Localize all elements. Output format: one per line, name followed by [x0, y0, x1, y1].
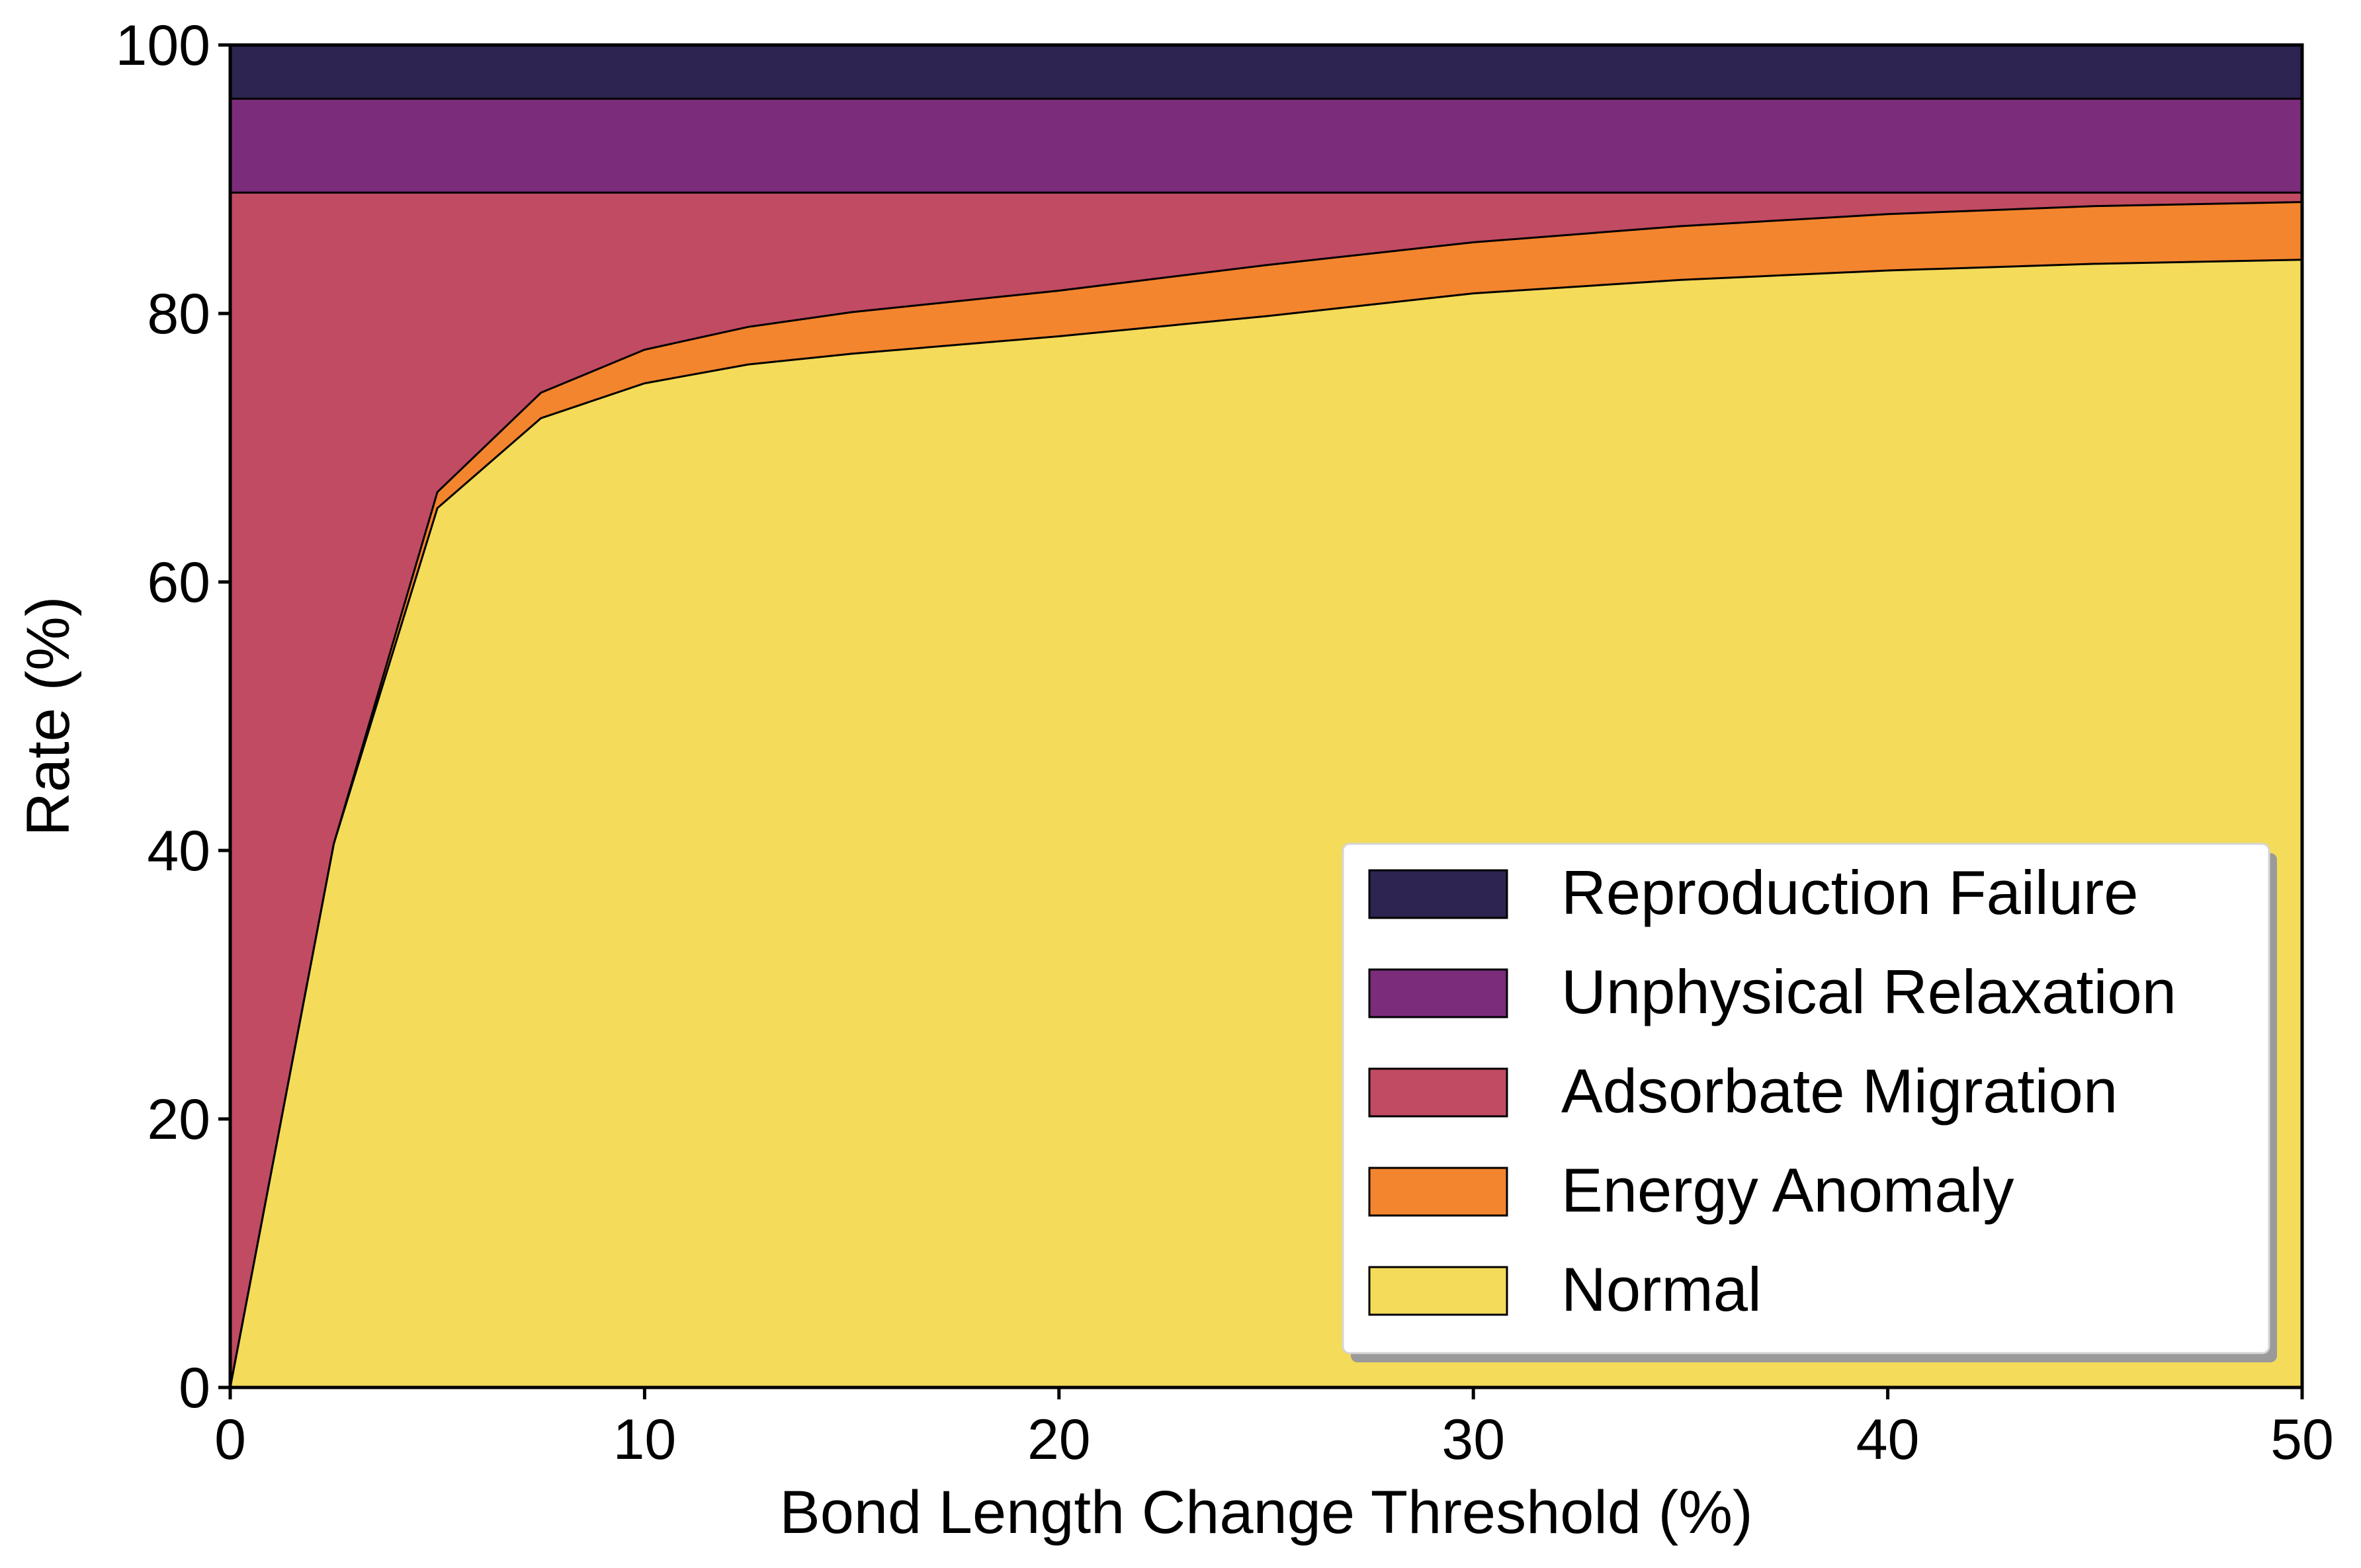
legend: Reproduction Failure Unphysical Relaxatio…: [1343, 844, 2277, 1362]
x-tick-label-50: 50: [2270, 1408, 2334, 1471]
area-reproduction-failure: [230, 45, 2302, 99]
legend-swatch-normal: [1369, 1267, 1507, 1315]
legend-label-energy-anomaly: Energy Anomaly: [1561, 1155, 2014, 1225]
legend-label-normal: Normal: [1561, 1255, 1762, 1324]
x-tick-label-0: 0: [214, 1408, 246, 1471]
y-tick-label-0: 0: [179, 1356, 210, 1420]
x-tick-label-20: 20: [1027, 1408, 1091, 1471]
legend-swatch-unphysical-relaxation: [1369, 970, 1507, 1017]
legend-label-adsorbate-migration: Adsorbate Migration: [1561, 1056, 2118, 1126]
y-tick-label-80: 80: [147, 282, 210, 346]
x-axis-label: Bond Length Change Threshold (%): [779, 1479, 1752, 1546]
x-tick-label-40: 40: [1856, 1408, 1920, 1471]
legend-label-reproduction-failure: Reproduction Failure: [1561, 858, 2139, 927]
y-tick-label-100: 100: [116, 14, 211, 77]
legend-swatch-adsorbate-migration: [1369, 1069, 1507, 1116]
x-axis: 0 10 20 30 40 50: [214, 1387, 2334, 1471]
x-tick-label-10: 10: [613, 1408, 677, 1471]
x-tick-label-30: 30: [1441, 1408, 1505, 1471]
y-axis: 0 20 40 60 80 100: [116, 14, 231, 1420]
y-tick-label-60: 60: [147, 551, 210, 614]
y-axis-label: Rate (%): [15, 597, 82, 837]
legend-label-unphysical-relaxation: Unphysical Relaxation: [1561, 957, 2176, 1026]
legend-swatch-reproduction-failure: [1369, 870, 1507, 918]
legend-swatch-energy-anomaly: [1369, 1168, 1507, 1216]
area-unphysical-relaxation: [230, 99, 2302, 192]
y-tick-label-20: 20: [147, 1088, 210, 1151]
y-tick-label-40: 40: [147, 819, 210, 883]
